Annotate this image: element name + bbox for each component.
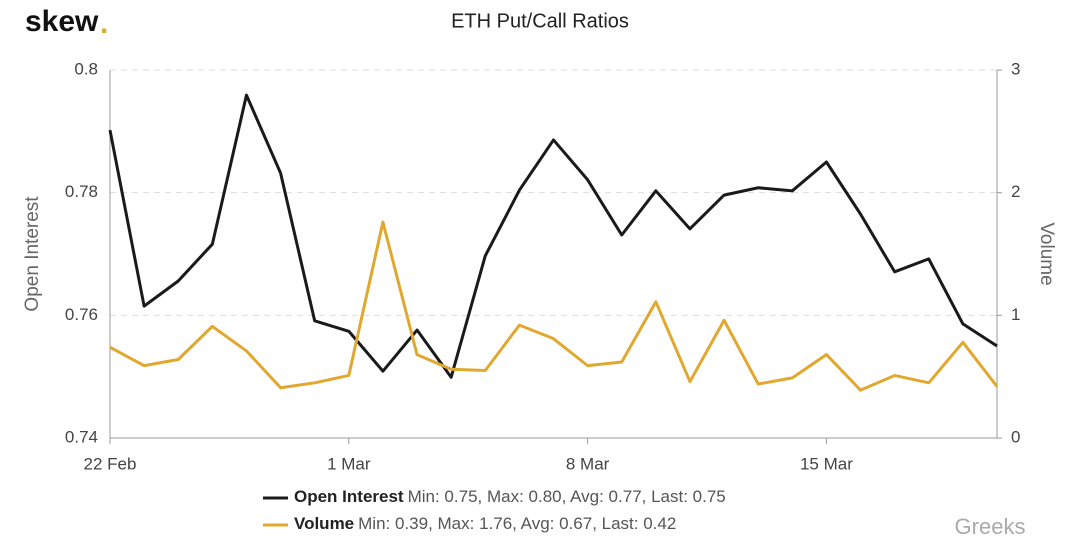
- legend-name: Volume: [294, 514, 354, 533]
- legend-label: Open Interest Min: 0.75, Max: 0.80, Avg: …: [294, 487, 726, 506]
- legend-name: Open Interest: [294, 487, 404, 506]
- watermark: Greeks: [955, 514, 1026, 539]
- series-line: [108, 93, 998, 379]
- y-tick-label: 0.76: [65, 305, 98, 324]
- legend-stats: Min: 0.39, Max: 1.76, Avg: 0.67, Last: 0…: [358, 514, 676, 533]
- y2-axis-title: Volume: [1036, 222, 1057, 285]
- y-tick-label: 0.8: [74, 59, 98, 78]
- y2-tick-label: 3: [1011, 59, 1020, 78]
- y-tick-label: 0.78: [65, 182, 98, 201]
- x-tick-label: 1 Mar: [327, 454, 371, 473]
- logo: skew: [25, 5, 99, 38]
- legend-label: Volume Min: 0.39, Max: 1.76, Avg: 0.67, L…: [294, 514, 676, 533]
- x-tick-label: 22 Feb: [84, 454, 137, 473]
- y-tick-label: 0.74: [65, 427, 98, 446]
- x-tick-label: 15 Mar: [800, 454, 853, 473]
- x-tick-label: 8 Mar: [566, 454, 610, 473]
- chart-title: ETH Put/Call Ratios: [451, 10, 629, 32]
- y2-tick-label: 1: [1011, 305, 1020, 324]
- logo-dot: .: [100, 7, 108, 40]
- y2-tick-label: 2: [1011, 182, 1020, 201]
- y2-tick-label: 0: [1011, 427, 1020, 446]
- y-axis-title: Open Interest: [22, 196, 43, 312]
- legend-stats: Min: 0.75, Max: 0.80, Avg: 0.77, Last: 0…: [408, 487, 726, 506]
- series-line: [109, 220, 999, 392]
